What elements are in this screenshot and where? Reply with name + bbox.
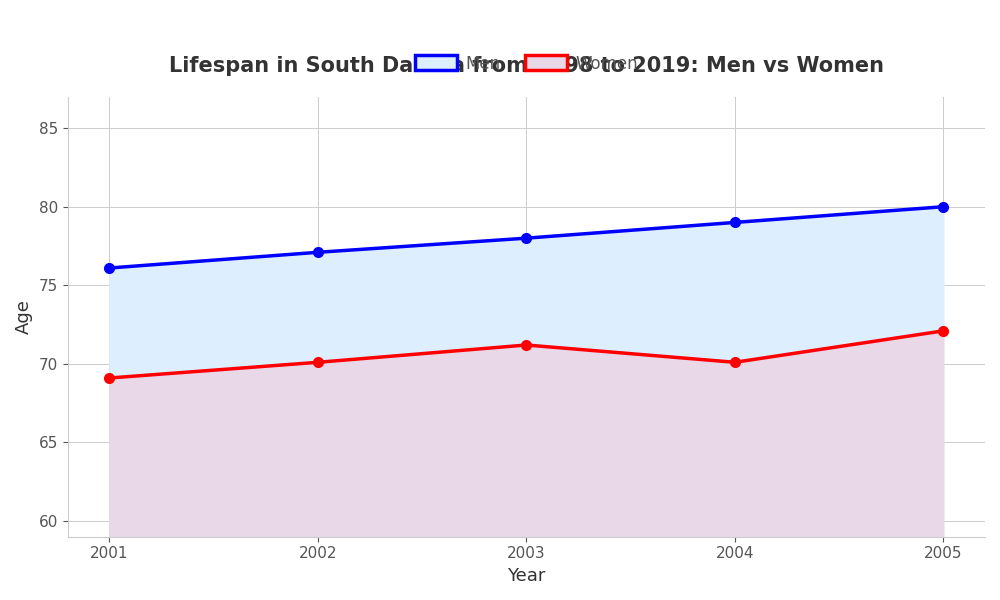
Y-axis label: Age: Age <box>15 299 33 334</box>
X-axis label: Year: Year <box>507 567 546 585</box>
Women <box>729 359 741 366</box>
Men <box>312 248 324 256</box>
Women <box>103 374 115 382</box>
Men <box>729 219 741 226</box>
Women <box>312 359 324 366</box>
Men <box>103 265 115 272</box>
Legend: Men, Women: Men, Women <box>408 48 644 79</box>
Title: Lifespan in South Dakota from 1998 to 2019: Men vs Women: Lifespan in South Dakota from 1998 to 20… <box>169 56 884 76</box>
Women <box>937 327 949 334</box>
Line: Men: Men <box>104 202 948 273</box>
Line: Women: Women <box>104 326 948 383</box>
Women <box>520 341 532 349</box>
Men <box>937 203 949 211</box>
Men <box>520 235 532 242</box>
